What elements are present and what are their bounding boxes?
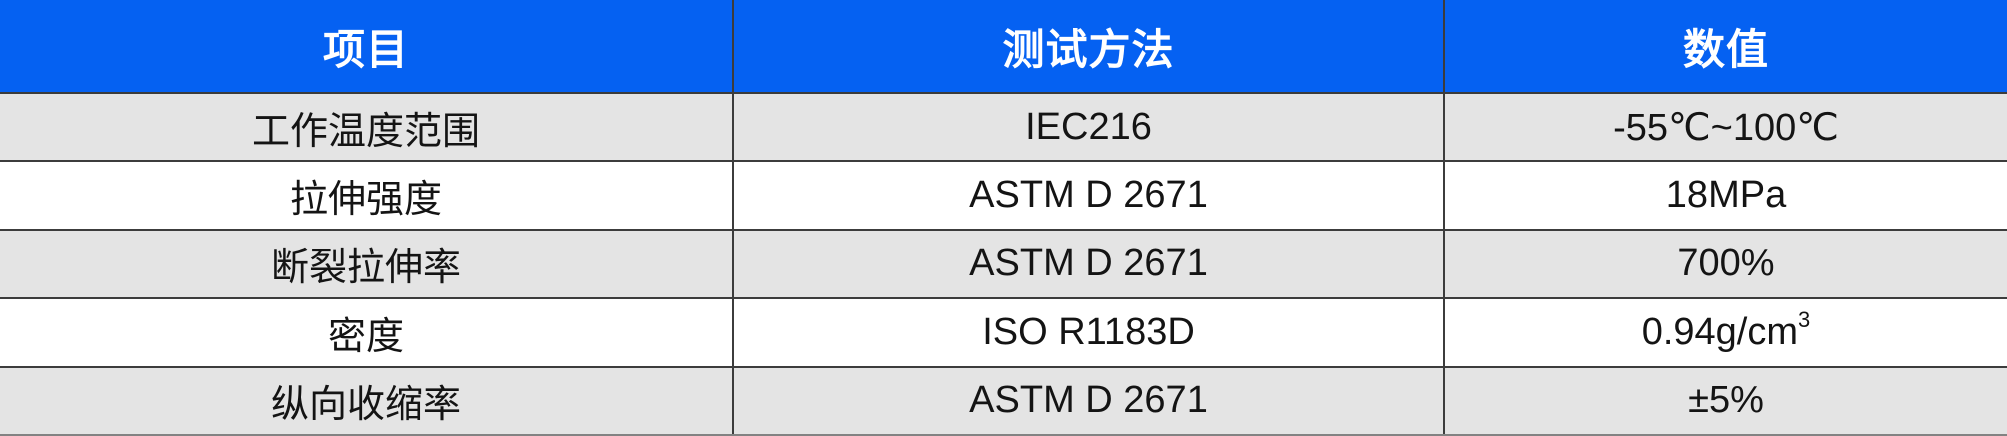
value-text: 0.94g/cm: [1641, 310, 1799, 353]
header-row: 项目 测试方法 数值: [0, 0, 2007, 94]
value-cell: 18MPa: [1443, 160, 2007, 231]
item-cell: 断裂拉伸率: [0, 228, 734, 300]
table-row: 断裂拉伸率 ASTM D 2671 700%: [0, 228, 2007, 300]
method-cell: ASTM D 2671: [732, 228, 1445, 300]
col-header-method: 测试方法: [732, 0, 1445, 94]
method-cell: ASTM D 2671: [732, 160, 1445, 231]
table-body: 工作温度范围 IEC216 -55℃~100℃ 拉伸强度 ASTM D 2671…: [0, 91, 2007, 436]
col-header-item: 项目: [0, 0, 734, 94]
item-cell: 拉伸强度: [0, 160, 734, 231]
value-cell: 0.94g/cm3: [1443, 297, 2007, 368]
method-cell: ASTM D 2671: [732, 365, 1445, 436]
table-header: 项目 测试方法 数值: [0, 0, 2007, 94]
item-cell: 密度: [0, 297, 734, 368]
col-header-value: 数值: [1443, 0, 2007, 94]
method-cell: IEC216: [732, 91, 1445, 163]
method-cell: ISO R1183D: [732, 297, 1445, 368]
value-superscript: 3: [1798, 307, 1811, 333]
value-cell: ±5%: [1443, 365, 2007, 436]
item-cell: 工作温度范围: [0, 91, 734, 163]
table-row: 拉伸强度 ASTM D 2671 18MPa: [0, 160, 2007, 231]
table-row: 密度 ISO R1183D 0.94g/cm3: [0, 297, 2007, 368]
table-row: 纵向收缩率 ASTM D 2671 ±5%: [0, 365, 2007, 436]
value-cell: -55℃~100℃: [1443, 91, 2007, 163]
item-cell: 纵向收缩率: [0, 365, 734, 436]
value-cell: 700%: [1443, 228, 2007, 300]
table-row: 工作温度范围 IEC216 -55℃~100℃: [0, 91, 2007, 163]
